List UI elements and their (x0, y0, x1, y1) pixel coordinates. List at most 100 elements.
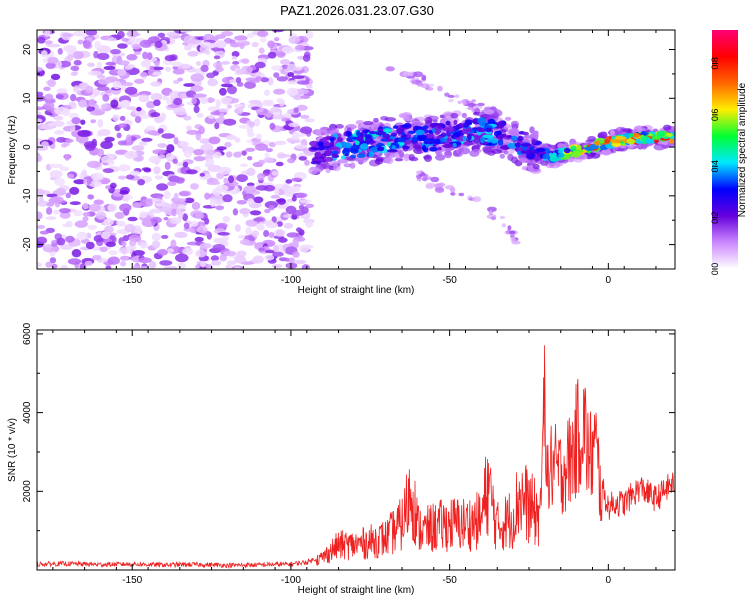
spectrogram-blob (233, 151, 242, 158)
spectrogram-blob (331, 152, 338, 159)
spectrogram-blob (363, 121, 374, 126)
spectrogram-blob (194, 212, 204, 219)
spectrogram-blob (194, 81, 202, 86)
spectrogram-blob (392, 125, 399, 129)
spectrogram-blob (91, 255, 101, 261)
spectrogram-blob (531, 130, 539, 136)
spectrogram-blob (276, 51, 286, 58)
spectrogram-blob (78, 83, 87, 89)
spectrogram-blob (291, 209, 306, 216)
spectrogram-blob (73, 85, 80, 93)
spectrogram-blob (107, 37, 117, 42)
spectrogram-blob (62, 223, 73, 228)
spectrogram-blob (331, 150, 339, 155)
spectrogram-blob (264, 201, 279, 209)
spectrogram-blob (140, 60, 151, 68)
spectrogram-blob (240, 66, 246, 75)
spectrogram-blob (62, 108, 71, 117)
snr-line (36, 345, 675, 569)
spectrogram-blob (328, 160, 339, 167)
spectrogram-blob (457, 100, 463, 105)
spectrogram-blob (154, 175, 163, 180)
spectrogram-blob (196, 61, 201, 66)
spectrogram-blob (81, 169, 88, 177)
colorbar-gradient (712, 30, 738, 269)
spectrogram-blob (332, 164, 341, 172)
spectrogram-blob (47, 43, 61, 48)
spectrogram-blob (163, 216, 169, 221)
spectrogram-blob (213, 55, 221, 60)
spectrogram-blob (510, 156, 519, 164)
spectrogram-blob (382, 128, 393, 133)
spectrogram-blob (60, 244, 73, 250)
x-tick-label: -50 (442, 575, 457, 586)
spectrogram-blob (117, 43, 128, 49)
spectrogram-blob (37, 236, 48, 245)
spectrogram-blob (486, 138, 493, 143)
spectrogram-blob (288, 36, 301, 44)
spectrogram-blob (214, 200, 222, 205)
spectrogram-blob (105, 241, 116, 247)
spectrogram-blob (149, 65, 155, 74)
spectrogram-frame (36, 29, 676, 270)
spectrogram-blob (87, 62, 95, 67)
spectrogram-blob (215, 40, 227, 49)
spectrogram-blob (54, 130, 65, 135)
spectrogram-blob (422, 125, 429, 130)
spectrogram-blob (120, 260, 127, 267)
spectrogram-blob (401, 112, 413, 119)
spectrogram-blob (37, 36, 46, 44)
spectrogram-blob (141, 137, 153, 142)
spectrogram-blob (183, 222, 190, 230)
spectrogram-blob (218, 166, 232, 175)
spectrogram-blob (142, 51, 149, 60)
spectrogram-blob (298, 204, 305, 211)
spectrogram-blob (107, 256, 121, 265)
spectrogram-blob (421, 74, 427, 81)
spectrogram-blob (293, 107, 299, 113)
spectrogram-blob (283, 222, 293, 229)
spectrogram-blob (319, 138, 328, 143)
spectrogram-blob (104, 136, 115, 142)
spectrogram-blob (174, 231, 188, 238)
spectrogram-blob (615, 136, 627, 140)
spectrogram-blob (302, 54, 311, 62)
spectrogram-blob (216, 222, 228, 229)
spectrogram-blob (238, 124, 252, 129)
spectrogram-blob (84, 260, 93, 267)
spectrogram-blob (105, 265, 112, 269)
spectrogram-blob (48, 122, 61, 127)
spectrogram-blob (234, 224, 241, 232)
spectrogram-blob (77, 130, 91, 137)
spectrogram-blob (453, 152, 463, 157)
spectrogram-blob (164, 55, 176, 62)
spectrogram-blob (298, 156, 307, 161)
spectrogram-blob (344, 152, 349, 157)
spectrogram-blob (517, 135, 524, 141)
spectrogram-blob (452, 142, 457, 148)
spectrogram-blob (112, 114, 120, 122)
spectrogram-blob (206, 181, 221, 186)
spectrogram-blob (74, 220, 88, 228)
spectrogram-blob (413, 147, 425, 155)
spectrogram-blob (463, 141, 474, 146)
spectrogram-blob (136, 106, 142, 112)
spectrogram-blob (417, 83, 424, 87)
spectrogram-blob (349, 162, 356, 169)
spectrogram-blob (272, 112, 281, 116)
spectrogram-blob (356, 136, 364, 142)
spectrogram-blob (150, 93, 163, 101)
spectrogram-blob (286, 87, 299, 97)
spectrogram-blob (147, 130, 159, 136)
spectrogram-blob (225, 134, 237, 141)
spectrogram-blob (45, 216, 57, 221)
spectrogram-blob (288, 257, 295, 263)
spectrogram-blob (100, 140, 113, 150)
spectrogram-blob (287, 198, 294, 203)
spectrogram-blob (258, 159, 266, 165)
spectrogram-blob (97, 86, 110, 91)
spectrogram-blob (225, 151, 233, 158)
spectrogram-blob (173, 97, 183, 106)
spectrogram-blob (134, 225, 142, 234)
spectrogram-blob (231, 51, 240, 58)
